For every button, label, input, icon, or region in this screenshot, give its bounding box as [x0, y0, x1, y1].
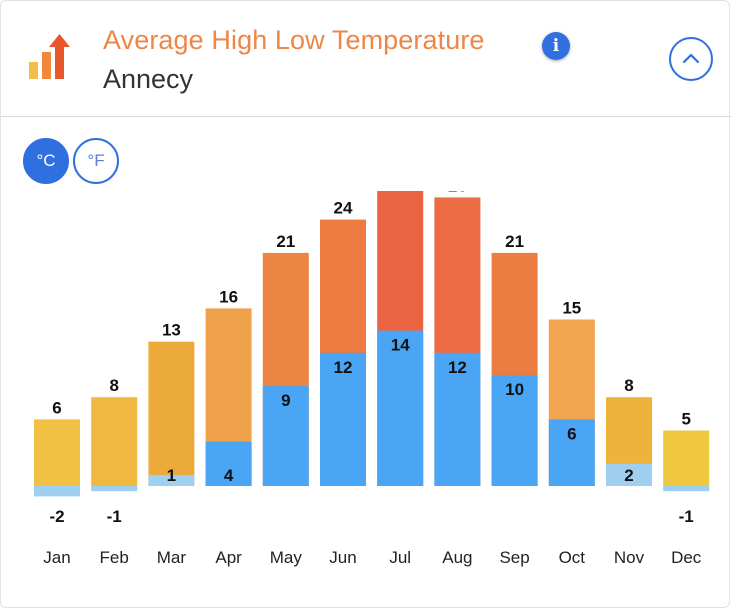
temperature-chart: 6-2Jan8-1Feb131Mar164Apr219May2412Jun271… — [34, 191, 710, 567]
low-value-label: 10 — [505, 380, 524, 399]
chart-logo-icon — [29, 34, 70, 79]
low-bar — [606, 463, 652, 486]
low-bar — [205, 441, 252, 486]
collapse-button[interactable] — [669, 37, 713, 81]
month-label: Mar — [157, 548, 187, 567]
low-value-label: 6 — [567, 424, 576, 443]
low-bar — [262, 386, 309, 486]
fahrenheit-toggle[interactable]: °F — [73, 138, 119, 184]
high-bar — [34, 419, 80, 486]
high-value-label: 8 — [109, 376, 118, 395]
month-label: Nov — [614, 548, 645, 567]
low-bar — [34, 486, 80, 497]
high-bar — [148, 341, 195, 486]
city-name: Annecy — [103, 64, 194, 94]
celsius-toggle[interactable]: °C — [23, 138, 69, 184]
low-bar — [320, 352, 366, 486]
high-value-label: 26 — [448, 191, 467, 195]
low-value-label: 4 — [224, 466, 234, 485]
month-label: May — [270, 548, 303, 567]
low-bar — [434, 352, 481, 486]
high-value-label: 6 — [52, 398, 61, 417]
month-label: Jan — [43, 548, 70, 567]
low-value-label: 2 — [624, 466, 633, 485]
card-header: Average High Low Temperature Annecy i — [1, 1, 731, 117]
month-label: Dec — [671, 548, 702, 567]
low-value-label: -1 — [107, 507, 122, 526]
low-value-label: 12 — [334, 358, 353, 377]
month-label: Oct — [559, 548, 586, 567]
high-value-label: 8 — [624, 376, 633, 395]
month-label: Feb — [100, 548, 129, 567]
low-value-label: 14 — [391, 336, 410, 355]
low-bar — [663, 486, 710, 492]
high-value-label: 15 — [562, 299, 581, 318]
info-icon[interactable]: i — [542, 32, 570, 60]
high-value-label: 16 — [219, 287, 238, 306]
high-bar — [91, 397, 138, 486]
high-value-label: 13 — [162, 321, 181, 340]
low-value-label: -2 — [49, 507, 64, 526]
month-label: Apr — [215, 548, 242, 567]
chart-title: Average High Low Temperature — [103, 25, 485, 55]
low-bar — [377, 330, 424, 486]
low-value-label: 12 — [448, 358, 467, 377]
low-bar — [491, 375, 538, 486]
low-bar — [91, 486, 138, 492]
chevron-up-icon — [682, 53, 700, 64]
month-label: Aug — [442, 548, 472, 567]
low-bar — [148, 474, 195, 486]
low-value-label: 9 — [281, 391, 290, 410]
high-value-label: 21 — [505, 232, 524, 251]
month-label: Jul — [389, 548, 411, 567]
low-bar — [548, 419, 595, 486]
low-value-label: 1 — [167, 466, 176, 485]
month-label: Sep — [499, 548, 529, 567]
high-value-label: 5 — [681, 410, 690, 429]
low-value-label: -1 — [679, 507, 694, 526]
high-bar — [663, 430, 710, 486]
high-value-label: 24 — [334, 199, 353, 218]
month-label: Jun — [329, 548, 356, 567]
high-value-label: 21 — [276, 232, 295, 251]
